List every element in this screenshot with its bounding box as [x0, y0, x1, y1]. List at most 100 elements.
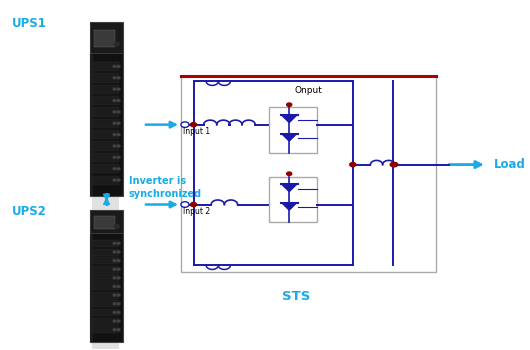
FancyBboxPatch shape	[93, 266, 119, 273]
Circle shape	[113, 277, 116, 279]
Circle shape	[118, 77, 119, 78]
Circle shape	[113, 77, 116, 79]
Circle shape	[113, 180, 116, 181]
Circle shape	[113, 168, 116, 169]
Circle shape	[113, 320, 116, 322]
Circle shape	[117, 285, 120, 288]
Text: STS: STS	[281, 289, 310, 303]
Circle shape	[114, 225, 119, 228]
Circle shape	[117, 111, 120, 113]
Circle shape	[113, 99, 116, 102]
Circle shape	[118, 134, 119, 135]
Polygon shape	[282, 203, 297, 210]
Circle shape	[118, 145, 119, 147]
Circle shape	[287, 172, 292, 175]
Circle shape	[117, 77, 120, 79]
Circle shape	[118, 277, 119, 279]
Circle shape	[117, 99, 120, 102]
Circle shape	[113, 89, 116, 90]
Circle shape	[117, 311, 120, 314]
Circle shape	[114, 42, 119, 46]
Circle shape	[113, 329, 116, 330]
Polygon shape	[282, 134, 297, 141]
FancyBboxPatch shape	[93, 62, 119, 71]
Circle shape	[113, 122, 116, 124]
FancyBboxPatch shape	[93, 119, 119, 128]
Bar	[181, 76, 436, 272]
Bar	[269, 107, 316, 153]
Circle shape	[118, 157, 119, 158]
FancyBboxPatch shape	[93, 257, 119, 264]
FancyBboxPatch shape	[93, 96, 119, 105]
Circle shape	[113, 251, 116, 253]
Circle shape	[118, 303, 119, 304]
Text: Onput: Onput	[295, 86, 322, 96]
Circle shape	[117, 302, 120, 305]
Circle shape	[113, 111, 116, 113]
Circle shape	[118, 111, 119, 113]
Circle shape	[113, 303, 116, 304]
Circle shape	[113, 156, 116, 159]
FancyBboxPatch shape	[93, 317, 119, 325]
Circle shape	[113, 145, 116, 147]
Circle shape	[113, 242, 116, 245]
Circle shape	[190, 202, 197, 206]
FancyBboxPatch shape	[94, 216, 115, 229]
Circle shape	[392, 162, 398, 167]
Circle shape	[118, 294, 119, 296]
Text: Input 2: Input 2	[183, 207, 210, 216]
Bar	[269, 176, 316, 222]
Circle shape	[113, 286, 116, 287]
Circle shape	[117, 156, 120, 159]
Circle shape	[117, 268, 120, 271]
Circle shape	[114, 42, 119, 46]
Circle shape	[113, 294, 116, 296]
Circle shape	[117, 320, 120, 322]
Text: UPS1: UPS1	[12, 17, 47, 30]
Circle shape	[113, 285, 116, 288]
Circle shape	[118, 260, 119, 261]
Circle shape	[113, 65, 116, 68]
Circle shape	[113, 179, 116, 181]
Circle shape	[114, 225, 119, 228]
Circle shape	[118, 100, 119, 101]
Circle shape	[113, 145, 116, 147]
Circle shape	[117, 133, 120, 136]
Circle shape	[181, 202, 189, 207]
Circle shape	[113, 268, 116, 271]
Circle shape	[117, 251, 120, 253]
Circle shape	[113, 259, 116, 262]
Circle shape	[287, 103, 292, 106]
FancyBboxPatch shape	[93, 283, 119, 290]
Circle shape	[117, 65, 120, 68]
Circle shape	[118, 268, 119, 270]
FancyBboxPatch shape	[90, 22, 93, 196]
Circle shape	[118, 243, 119, 244]
Circle shape	[118, 180, 119, 181]
Circle shape	[118, 286, 119, 287]
Circle shape	[113, 311, 116, 314]
Circle shape	[117, 242, 120, 245]
FancyBboxPatch shape	[93, 141, 119, 151]
FancyBboxPatch shape	[90, 210, 123, 342]
Circle shape	[113, 328, 116, 331]
FancyBboxPatch shape	[93, 176, 119, 185]
Circle shape	[117, 167, 120, 170]
FancyBboxPatch shape	[93, 248, 119, 256]
Circle shape	[118, 251, 119, 253]
Circle shape	[118, 168, 119, 169]
FancyBboxPatch shape	[93, 309, 119, 316]
FancyBboxPatch shape	[93, 292, 119, 299]
FancyBboxPatch shape	[93, 240, 119, 247]
Circle shape	[113, 268, 116, 270]
FancyBboxPatch shape	[93, 130, 119, 139]
Circle shape	[118, 66, 119, 67]
Circle shape	[350, 162, 356, 167]
FancyBboxPatch shape	[93, 107, 119, 117]
Circle shape	[113, 88, 116, 90]
FancyBboxPatch shape	[93, 85, 119, 94]
Circle shape	[181, 122, 189, 127]
Circle shape	[117, 179, 120, 181]
Circle shape	[113, 66, 116, 67]
Circle shape	[118, 122, 119, 124]
